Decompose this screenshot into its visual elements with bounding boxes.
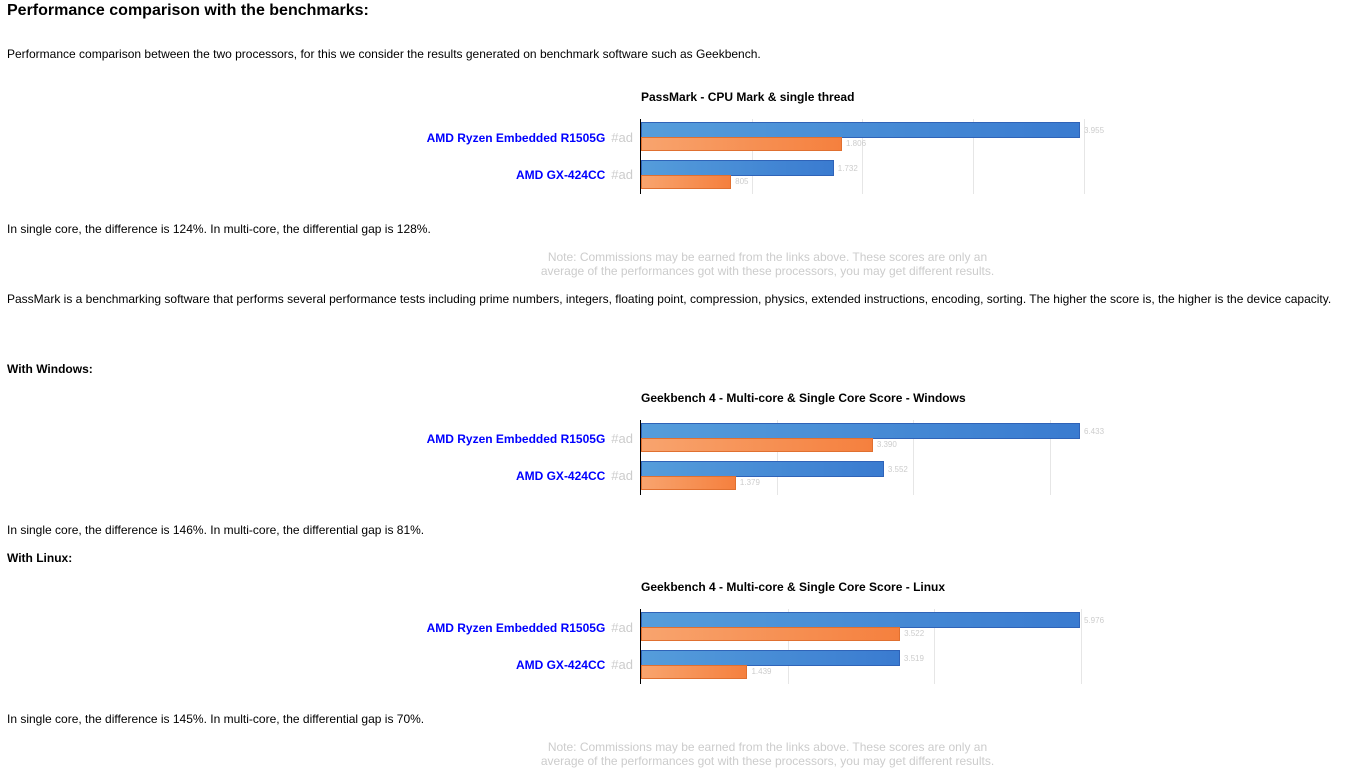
note-line: average of the performances got with the…: [540, 264, 995, 278]
single-core-value: 805: [735, 177, 749, 186]
linux-heading: With Linux:: [7, 551, 73, 565]
gridline: [751, 119, 753, 194]
chart-geekbench-windows: Geekbench 4 - Multi-core & Single Core S…: [0, 391, 1353, 501]
single-core-bar: [641, 665, 748, 679]
ad-tag: #ad: [611, 468, 633, 483]
multi-core-value: 1.732: [837, 164, 858, 173]
chart-plot: 6.433 3.390 3.552 1.379: [640, 420, 1111, 495]
single-core-value: 1.806: [846, 139, 867, 148]
single-core-bar: [641, 627, 901, 641]
multi-core-value: 3.519: [903, 654, 924, 663]
processor-link[interactable]: AMD Ryzen Embedded R1505G: [426, 131, 606, 145]
gridline: [777, 420, 779, 495]
multi-core-value: 3.955: [1084, 126, 1105, 135]
processor-label: AMD Ryzen Embedded R1505G #ad: [427, 431, 633, 446]
single-core-value: 1.439: [751, 667, 772, 676]
single-core-value: 1.379: [739, 478, 760, 487]
processor-label: AMD GX-424CC #ad: [516, 167, 633, 182]
difference-text-passmark: In single core, the difference is 124%. …: [7, 222, 431, 236]
chart-title: Geekbench 4 - Multi-core & Single Core S…: [641, 580, 946, 594]
note-line: Note: Commissions may be earned from the…: [547, 250, 988, 264]
chart-plot: 5.976 3.522 3.519 1.439: [640, 609, 1111, 684]
multi-core-bar: [641, 122, 1080, 138]
processor-link[interactable]: AMD Ryzen Embedded R1505G: [426, 621, 606, 635]
intro-text: Performance comparison between the two p…: [7, 47, 761, 61]
single-core-bar: [641, 137, 842, 151]
chart-passmark: PassMark - CPU Mark & single thread 3.955…: [0, 90, 1353, 200]
chart-geekbench-linux: Geekbench 4 - Multi-core & Single Core S…: [0, 580, 1353, 690]
commission-note: Note: Commissions may be earned from the…: [500, 740, 1035, 768]
gridline: [1080, 609, 1082, 684]
single-core-bar: [641, 175, 732, 189]
multi-core-bar: [641, 423, 1080, 439]
ad-tag: #ad: [611, 167, 633, 182]
note-line: Note: Commissions may be earned from the…: [547, 740, 988, 754]
note-line: average of the performances got with the…: [540, 754, 995, 768]
multi-core-value: 6.433: [1084, 427, 1105, 436]
commission-note: Note: Commissions may be earned from the…: [500, 250, 1035, 278]
multi-core-value: 5.976: [1084, 616, 1105, 625]
ad-tag: #ad: [611, 620, 633, 635]
multi-core-value: 3.552: [887, 465, 908, 474]
chart-title: PassMark - CPU Mark & single thread: [641, 90, 855, 104]
single-core-bar: [641, 438, 873, 452]
chart-title: Geekbench 4 - Multi-core & Single Core S…: [641, 391, 966, 405]
gridline: [787, 609, 789, 684]
gridline: [862, 119, 864, 194]
processor-link[interactable]: AMD GX-424CC: [515, 469, 606, 483]
processor-label: AMD GX-424CC #ad: [516, 468, 633, 483]
ad-tag: #ad: [611, 130, 633, 145]
multi-core-bar: [641, 160, 834, 176]
gridline: [1083, 119, 1085, 194]
ad-tag: #ad: [611, 657, 633, 672]
single-core-bar: [641, 476, 736, 490]
multi-core-bar: [641, 650, 900, 666]
page-title: Performance comparison with the benchmar…: [7, 2, 369, 19]
passmark-description: PassMark is a benchmarking software that…: [7, 292, 1332, 306]
gridline: [1049, 420, 1051, 495]
multi-core-bar: [641, 461, 884, 477]
processor-link[interactable]: AMD GX-424CC: [515, 658, 606, 672]
processor-label: AMD GX-424CC #ad: [516, 657, 633, 672]
processor-label: AMD Ryzen Embedded R1505G #ad: [427, 620, 633, 635]
chart-plot: 3.955 1.806 1.732 805: [640, 119, 1111, 194]
multi-core-bar: [641, 612, 1080, 628]
windows-heading: With Windows:: [7, 362, 93, 376]
single-core-value: 3.390: [876, 440, 897, 449]
gridline: [913, 420, 915, 495]
difference-text-windows: In single core, the difference is 146%. …: [7, 523, 425, 537]
gridline: [934, 609, 936, 684]
processor-label: AMD Ryzen Embedded R1505G #ad: [427, 130, 633, 145]
processor-link[interactable]: AMD GX-424CC: [515, 168, 606, 182]
processor-link[interactable]: AMD Ryzen Embedded R1505G: [426, 432, 606, 446]
ad-tag: #ad: [611, 431, 633, 446]
gridline: [973, 119, 975, 194]
difference-text-linux: In single core, the difference is 145%. …: [7, 712, 425, 726]
single-core-value: 3.522: [904, 629, 925, 638]
